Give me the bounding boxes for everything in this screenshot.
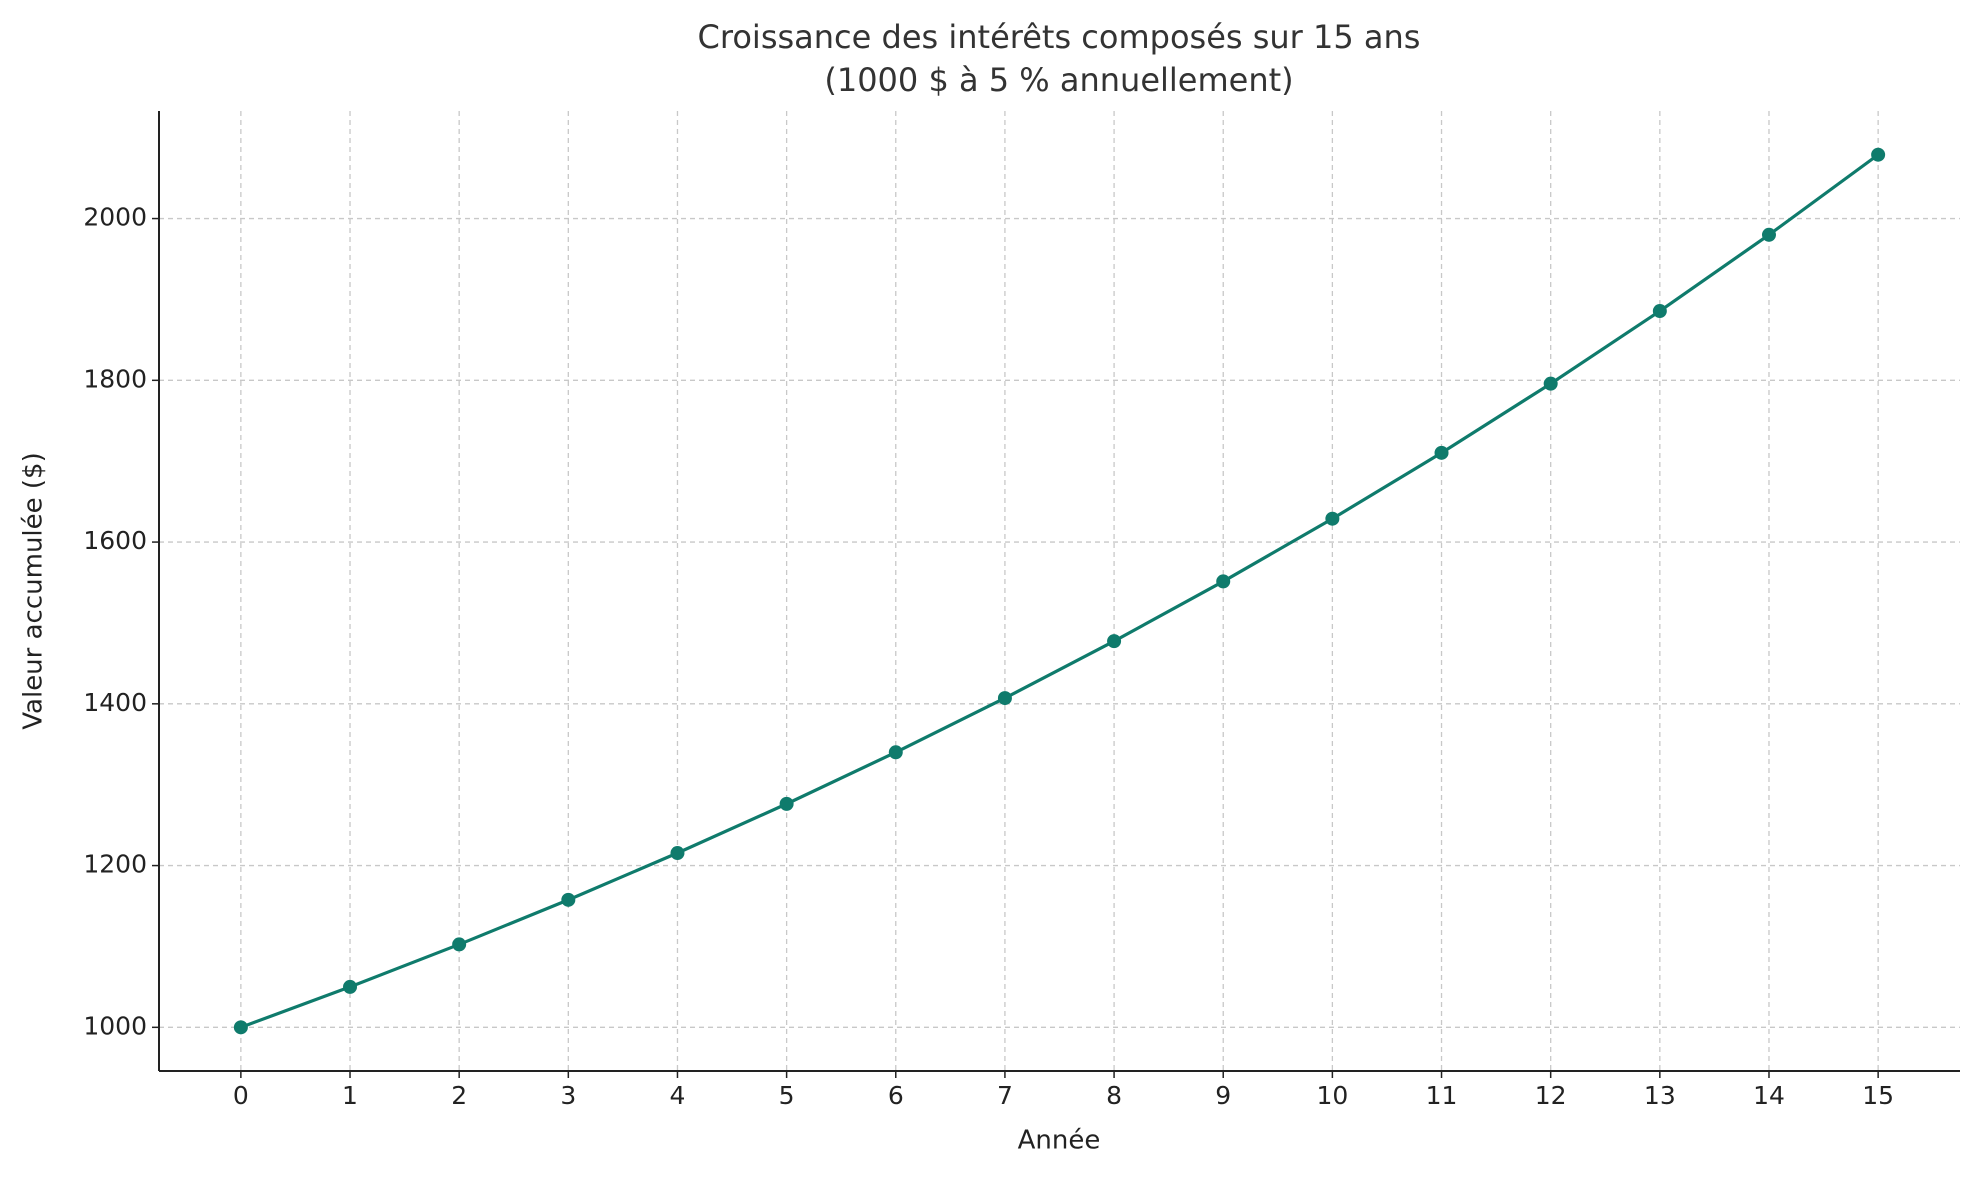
- grid: [159, 111, 1960, 1071]
- y-tick-label: 1800: [83, 364, 147, 393]
- x-tick-label: 3: [560, 1081, 576, 1110]
- x-tick-label: 4: [670, 1081, 686, 1110]
- y-tick-label: 1000: [83, 1011, 147, 1040]
- data-point: [997, 691, 1012, 706]
- x-tick-label: 13: [1644, 1081, 1676, 1110]
- data-point: [1107, 634, 1122, 649]
- x-tick-label: 2: [451, 1081, 467, 1110]
- data-point: [1325, 511, 1340, 526]
- x-tick-label: 8: [1106, 1081, 1122, 1110]
- x-tick-label: 1: [342, 1081, 358, 1110]
- data-point: [452, 937, 467, 952]
- x-tick-label: 15: [1862, 1081, 1894, 1110]
- x-tick-label: 10: [1316, 1081, 1348, 1110]
- data-point: [1216, 574, 1231, 589]
- y-tick-label: 1600: [83, 526, 147, 555]
- y-tick-label: 1200: [83, 850, 147, 879]
- data-point: [888, 745, 903, 760]
- plot-area: [233, 147, 1886, 1035]
- y-tick-label: 1400: [83, 688, 147, 717]
- data-line: [240, 153, 1880, 1029]
- x-tick-label: 12: [1535, 1081, 1567, 1110]
- x-tick-label: 5: [779, 1081, 795, 1110]
- data-point: [233, 1020, 248, 1035]
- data-point: [1543, 376, 1558, 391]
- y-axis-label: Valeur accumulée ($): [19, 452, 49, 729]
- data-point: [1761, 227, 1776, 242]
- data-point: [561, 892, 576, 907]
- x-tick-label: 7: [997, 1081, 1013, 1110]
- chart-title: Croissance des intérêts composés sur 15 …: [698, 18, 1421, 56]
- x-tick-label: 0: [233, 1081, 249, 1110]
- y-tick-label: 2000: [83, 203, 147, 232]
- x-tick-label: 11: [1426, 1081, 1458, 1110]
- chart-title: (1000 $ à 5 % annuellement): [824, 61, 1293, 99]
- data-point: [779, 796, 794, 811]
- data-point: [1871, 147, 1886, 162]
- data-point: [670, 846, 685, 861]
- x-tick-label: 9: [1215, 1081, 1231, 1110]
- x-tick-label: 6: [888, 1081, 904, 1110]
- x-tick-label: 14: [1753, 1081, 1785, 1110]
- data-point: [1652, 304, 1667, 319]
- x-axis-label: Année: [1018, 1126, 1101, 1156]
- data-point: [343, 979, 358, 994]
- data-point: [1434, 445, 1449, 460]
